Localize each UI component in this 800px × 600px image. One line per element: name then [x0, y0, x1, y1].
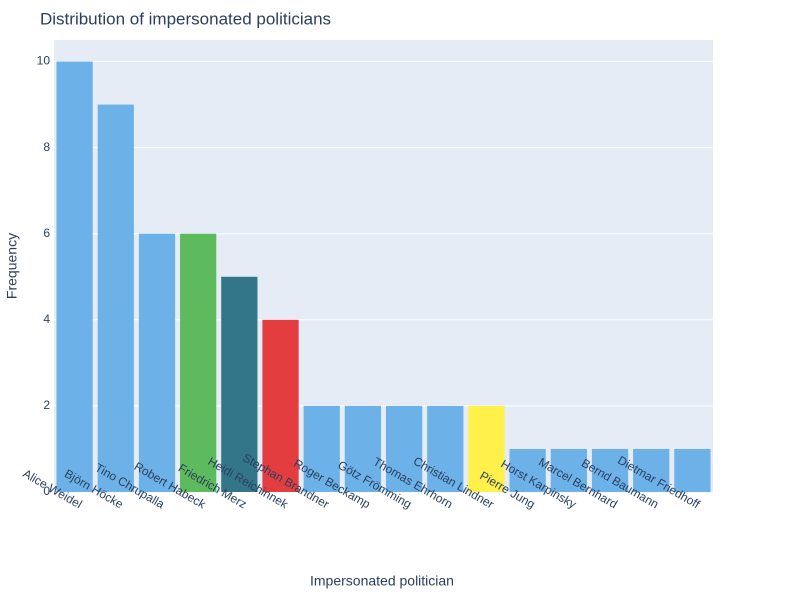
bar: [303, 405, 340, 492]
bar: [221, 276, 258, 492]
y-tick-label: 6: [43, 226, 50, 240]
bar: [591, 448, 629, 492]
bar: [633, 448, 670, 492]
bar: [674, 448, 711, 492]
bar: [509, 448, 546, 492]
bar: [344, 405, 382, 492]
bar: [385, 405, 423, 492]
y-tick-label: 0: [43, 484, 50, 498]
bar: [550, 448, 587, 492]
bar: [138, 233, 176, 492]
y-tick-label: 10: [37, 54, 51, 68]
y-tick-label: 4: [43, 312, 50, 326]
bar: [97, 104, 134, 493]
y-tick-label: 2: [43, 398, 50, 412]
x-axis-title: Impersonated politician: [310, 573, 454, 589]
y-tick-label: 8: [43, 140, 50, 154]
bar: [180, 233, 217, 492]
bar: [262, 319, 299, 492]
y-axis-title: Frequency: [4, 233, 20, 299]
bar: [427, 405, 464, 492]
bars: [56, 61, 711, 493]
chart-title: Distribution of impersonated politicians: [40, 9, 331, 28]
y-axis-ticks: 0 2 4 6 8 10: [37, 54, 51, 498]
bar: [56, 61, 93, 493]
bar: [468, 405, 505, 492]
